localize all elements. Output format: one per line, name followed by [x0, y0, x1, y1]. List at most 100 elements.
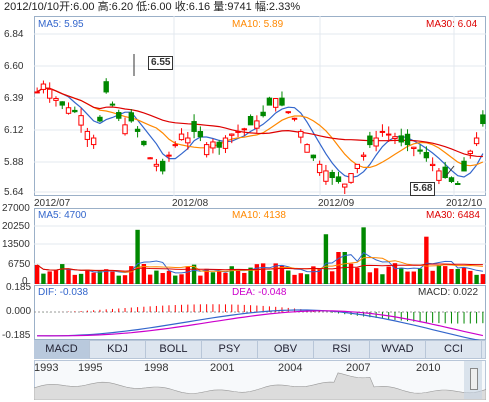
volume-bar [66, 268, 71, 284]
volume-bar [135, 229, 140, 284]
price-ma10-label: MA10: 5.89 [232, 19, 284, 30]
timeline-year: 1993 [34, 362, 59, 374]
volume-bar [72, 274, 78, 284]
volume-bar [185, 266, 191, 284]
volume-bar [386, 266, 391, 284]
tab-cci[interactable]: CCI [426, 340, 482, 359]
candle-body [203, 144, 210, 156]
volume-bar [480, 274, 486, 284]
macd-dif-label: DIF: -0.038 [38, 287, 89, 298]
candle-body [461, 160, 467, 172]
candle-body [304, 144, 310, 153]
candle-body [291, 117, 298, 120]
price-x-tick: 2012/08 [172, 198, 209, 209]
candle-body [448, 177, 455, 182]
candle-body [354, 163, 361, 169]
tab-wvad[interactable]: WVAD [370, 340, 426, 359]
price-y-tick: 5.64 [4, 187, 24, 198]
volume-bar [53, 270, 59, 284]
quote-close: 6.16 [188, 1, 211, 13]
candle-body [84, 130, 91, 140]
volume-bar [373, 268, 379, 284]
quote-open: 6.00 [73, 1, 95, 13]
quote-low: 6.00 [150, 1, 172, 13]
candle-body [78, 115, 84, 126]
macd-y-tick: -0.185 [2, 330, 31, 341]
volume-bar [304, 274, 310, 284]
ma-line [36, 87, 484, 179]
tab-kdj[interactable]: KDJ [90, 340, 146, 359]
candle-body [90, 137, 97, 146]
volume-bar [154, 270, 159, 284]
dea-line [37, 310, 484, 337]
tab-obv[interactable]: OBV [258, 340, 314, 359]
candle-body [298, 130, 304, 138]
candle-body [229, 133, 235, 136]
volume-y-tick: 27000 [2, 203, 30, 214]
volume-bar [442, 266, 448, 284]
candle-body [147, 157, 153, 160]
volume-bar [417, 268, 423, 284]
price-chart-frame[interactable] [34, 16, 486, 196]
volume-bar [474, 274, 479, 284]
candle-body [235, 130, 241, 133]
timeline-year: 2007 [346, 362, 371, 374]
volume-bar [298, 273, 304, 284]
candle-body [53, 98, 59, 101]
quote-change: 2.33% [268, 1, 301, 13]
volume-bar [311, 266, 316, 284]
timeline-year: 2010 [416, 362, 441, 374]
volume-bar [191, 264, 197, 284]
volume-ma30-label: MA30: 6484 [426, 210, 480, 221]
candle-body [185, 137, 191, 144]
tab-macd[interactable]: MACD [34, 340, 90, 359]
candle-body [247, 116, 254, 126]
candle-body [279, 97, 285, 106]
candle-body [134, 128, 141, 132]
candle-body [72, 109, 78, 113]
macd-dea-label: DEA: -0.048 [232, 287, 287, 298]
timeline-drag-handle[interactable] [470, 368, 478, 390]
candle-body [216, 141, 222, 148]
volume-ma10-label: MA10: 4138 [232, 210, 286, 221]
volume-bar [216, 271, 222, 284]
volume-bar [78, 273, 84, 284]
tab-boll[interactable]: BOLL [146, 340, 202, 359]
candle-body [429, 163, 436, 167]
candle-body [191, 121, 197, 132]
candle-body [480, 114, 486, 125]
candle-body [392, 136, 398, 139]
candle-body [335, 176, 342, 182]
tab-psy[interactable]: PSY [202, 340, 258, 359]
candle-body [367, 135, 373, 146]
candle-body [59, 101, 65, 106]
volume-bar [455, 268, 460, 284]
candle-body [241, 128, 248, 131]
candle-body [360, 154, 367, 157]
price-chart-svg [34, 16, 486, 196]
volume-bar [430, 270, 435, 284]
timeline-year: 2001 [210, 362, 235, 374]
volume-bar [122, 275, 128, 284]
timeline-year: 1995 [78, 362, 103, 374]
volume-bar [436, 264, 442, 284]
price-x-tick: 2012/09 [318, 198, 355, 209]
candle-body [159, 160, 166, 172]
candle-body [172, 144, 178, 147]
volume-bar [85, 269, 90, 284]
volume-bar [160, 273, 165, 284]
candle-body [260, 111, 266, 117]
candle-body [316, 163, 323, 174]
volume-bar [147, 274, 153, 284]
volume-bar [449, 268, 454, 284]
volume-bar [204, 268, 209, 284]
volume-bar [292, 274, 297, 284]
volume-bar [242, 272, 247, 284]
volume-bar [116, 275, 121, 284]
volume-bar [91, 272, 96, 284]
volume-bar [273, 263, 278, 284]
volume-bar [411, 271, 417, 284]
tab-rsi[interactable]: RSI [314, 340, 370, 359]
volume-bar [392, 263, 398, 284]
candle-body [210, 141, 216, 149]
